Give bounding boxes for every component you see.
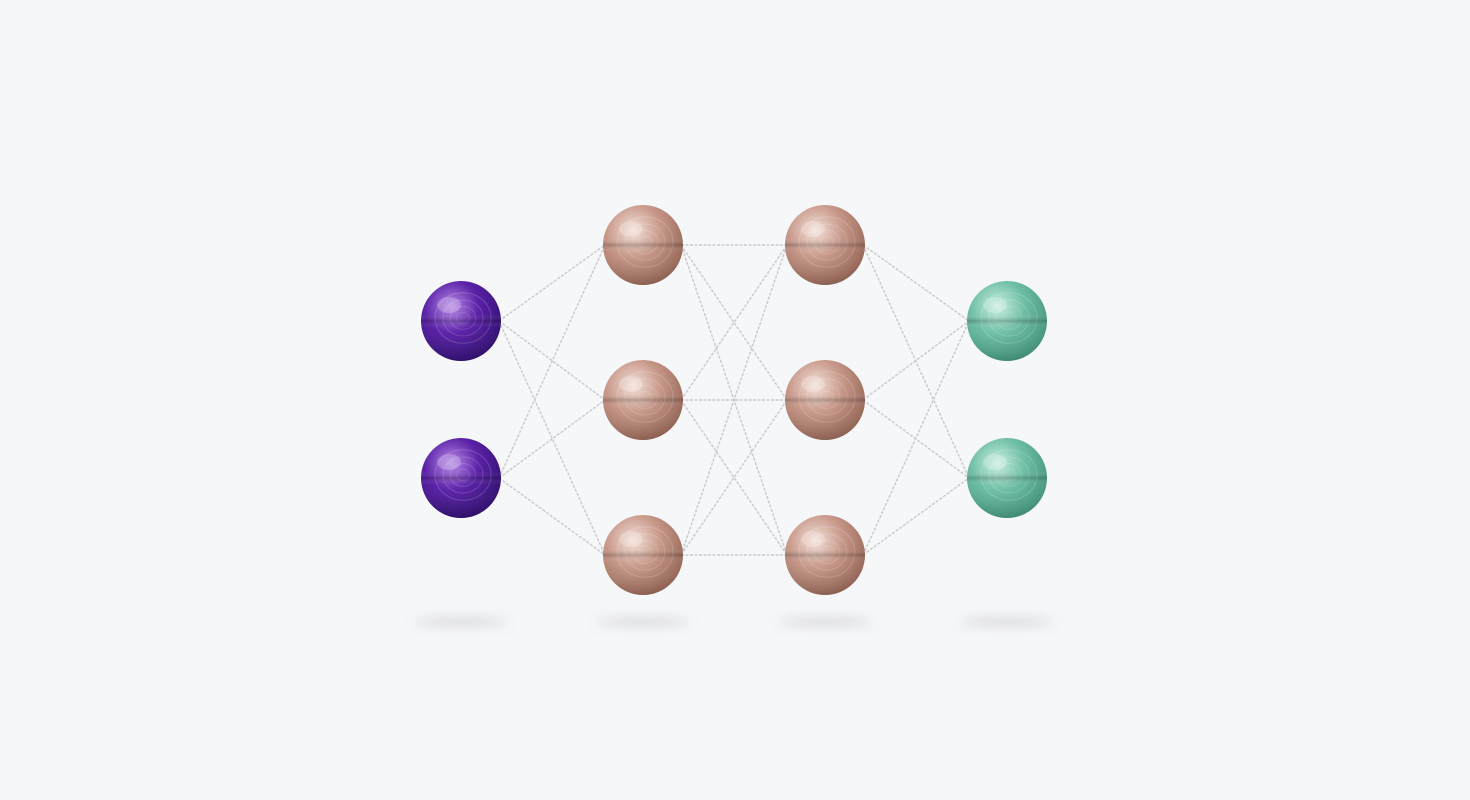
node-input-2 xyxy=(421,438,501,518)
connection-hidden-2-1-to-output-2 xyxy=(862,244,970,479)
connection-input-1-to-hidden-1-2 xyxy=(498,320,606,401)
node-hidden-1-1 xyxy=(603,205,683,285)
node-hidden-2-2 xyxy=(785,360,865,440)
connection-hidden-1-3-to-hidden-2-1 xyxy=(680,244,788,556)
connection-input-1-to-hidden-1-3 xyxy=(498,320,606,556)
node-output-1 xyxy=(967,281,1047,361)
node-input-1 xyxy=(421,281,501,361)
node-hidden-1-3 xyxy=(603,515,683,595)
node-hidden-2-3 xyxy=(785,515,865,595)
connection-input-2-to-hidden-1-2 xyxy=(498,399,606,479)
shadow-hidden-1 xyxy=(595,619,691,625)
connection-hidden-2-2-to-output-1 xyxy=(862,320,970,401)
connection-hidden-2-3-to-output-1 xyxy=(862,320,970,556)
node-hidden-1-2 xyxy=(603,360,683,440)
node-shadows xyxy=(413,619,1055,625)
nodes xyxy=(421,205,1047,595)
connection-input-2-to-hidden-1-3 xyxy=(498,477,606,556)
shadow-input xyxy=(413,619,509,625)
connection-input-1-to-hidden-1-1 xyxy=(498,244,606,322)
connection-hidden-2-3-to-output-2 xyxy=(862,477,970,556)
shadow-output xyxy=(959,619,1055,625)
node-output-2 xyxy=(967,438,1047,518)
connection-hidden-2-1-to-output-1 xyxy=(862,244,970,322)
connections xyxy=(498,244,970,556)
connection-input-2-to-hidden-1-1 xyxy=(498,244,606,479)
shadow-hidden-2 xyxy=(777,619,873,625)
node-hidden-2-1 xyxy=(785,205,865,285)
